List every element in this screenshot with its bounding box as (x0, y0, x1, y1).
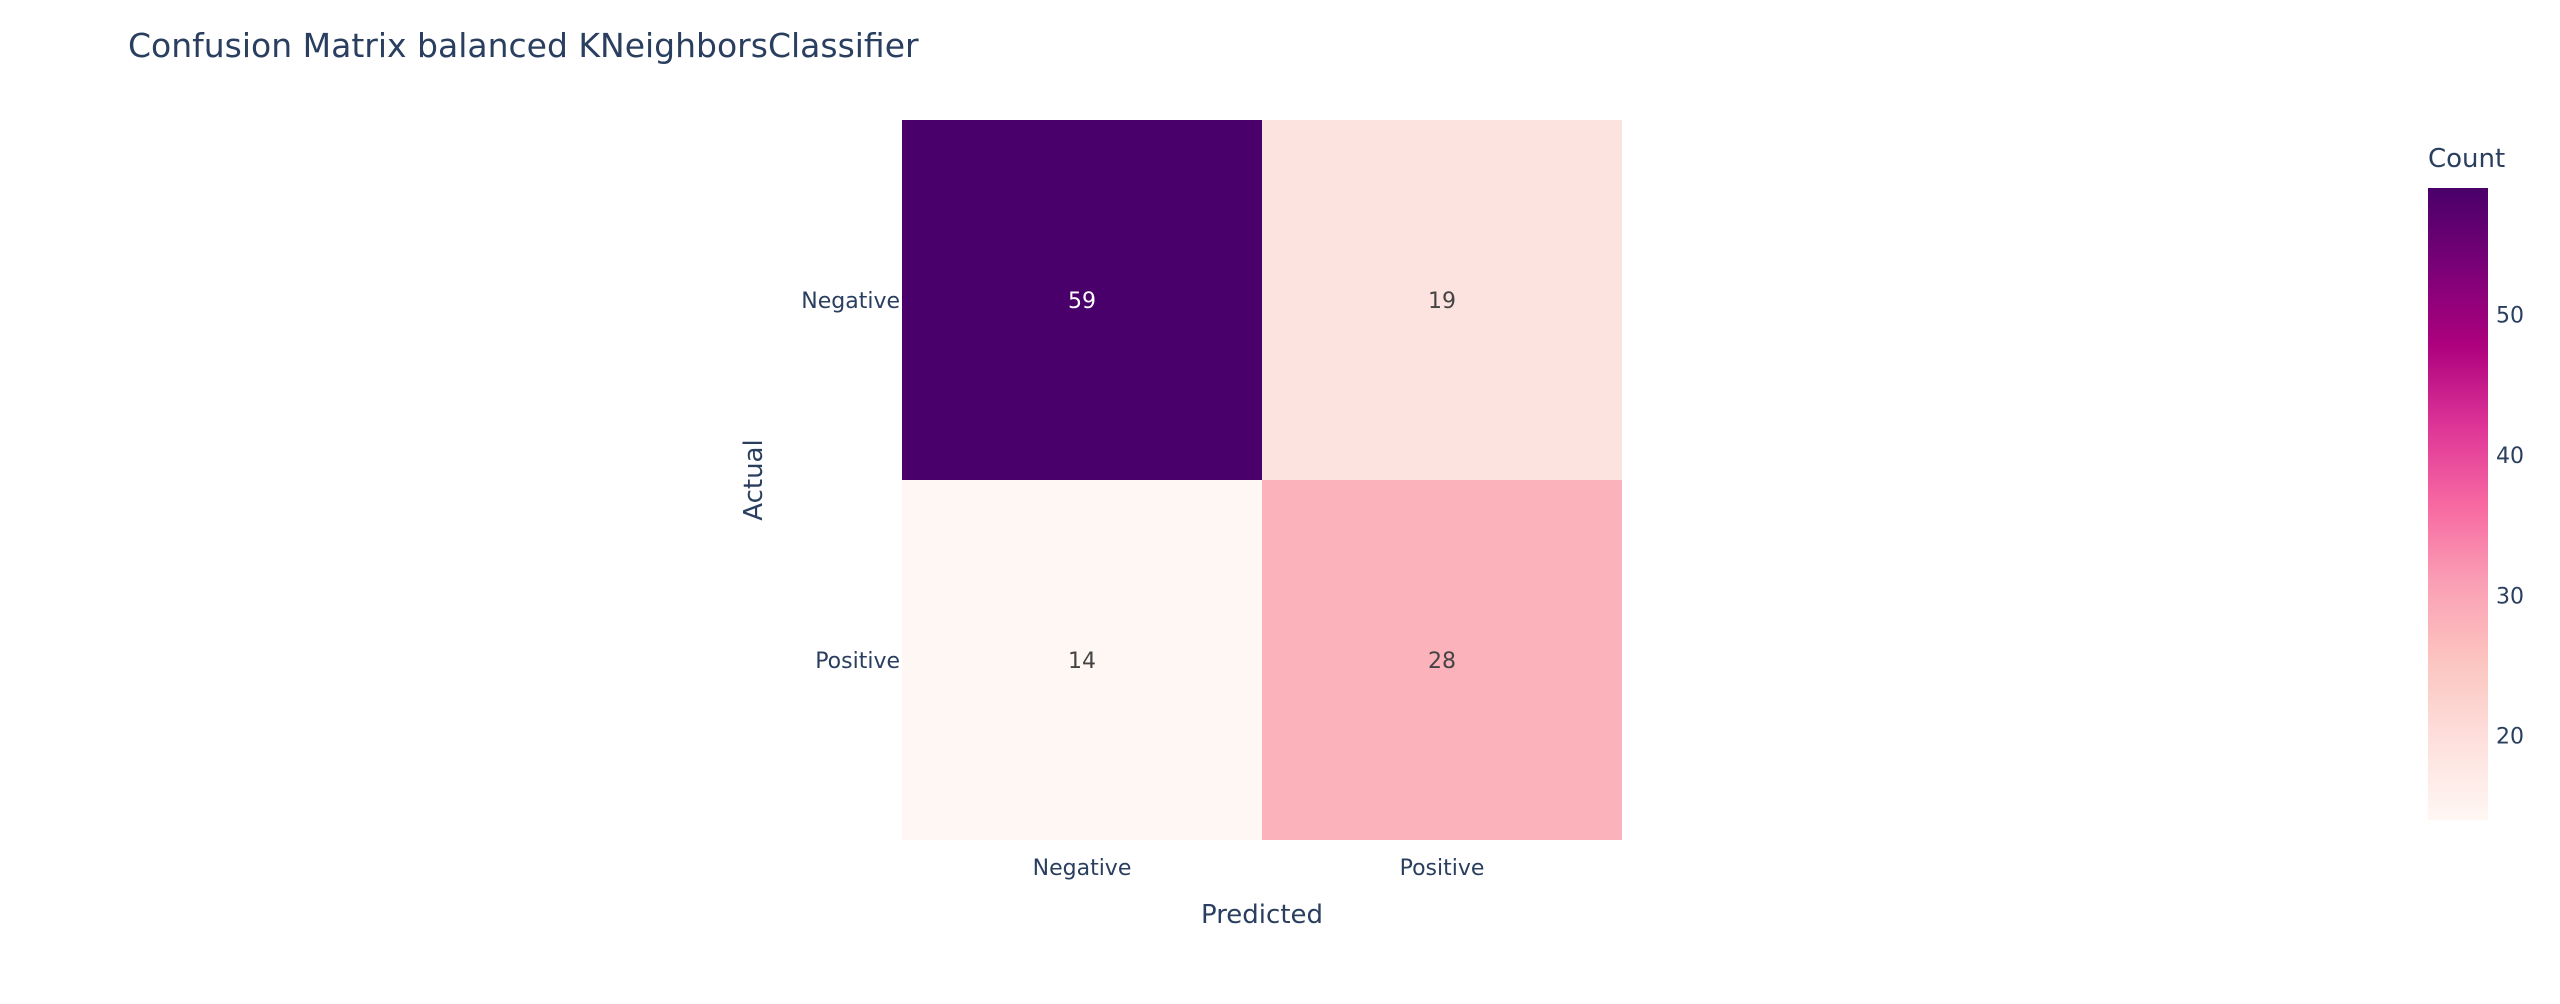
chart-title: Confusion Matrix balanced KNeighborsClas… (128, 26, 919, 65)
y-axis-title: Actual (739, 439, 769, 520)
heatmap-cell (902, 480, 1262, 840)
y-tick-label: Positive (815, 649, 900, 674)
x-tick-label: Positive (1400, 856, 1485, 881)
cell-value-label: 59 (1068, 289, 1096, 314)
cell-value-label: 19 (1428, 289, 1456, 314)
y-tick-label: Negative (801, 289, 900, 314)
heatmap-cell (902, 120, 1262, 480)
x-axis-title: Predicted (1201, 900, 1323, 930)
colorbar-title: Count (2428, 144, 2505, 174)
colorbar-tick-label: 40 (2496, 444, 2524, 469)
colorbar-tick-label: 20 (2496, 725, 2524, 750)
x-tick-label: Negative (1033, 856, 1132, 881)
colorbar-tick-label: 30 (2496, 584, 2524, 609)
cell-value-label: 14 (1068, 649, 1096, 674)
heatmap-cell (1262, 480, 1622, 840)
heatmap-cell (1262, 120, 1622, 480)
colorbar-tick-label: 50 (2496, 303, 2524, 328)
cell-value-label: 28 (1428, 649, 1456, 674)
colorbar-gradient (2428, 188, 2488, 820)
